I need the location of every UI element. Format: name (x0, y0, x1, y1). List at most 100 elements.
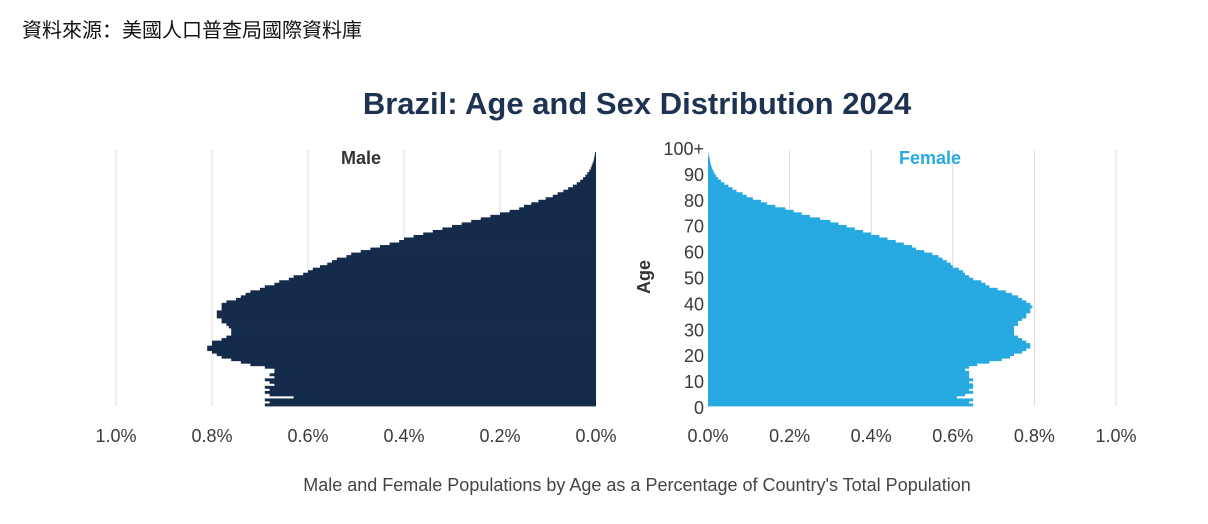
male-bar-age-62 (370, 247, 596, 251)
chart-title: Brazil: Age and Sex Distribution 2024 (363, 86, 912, 121)
female-bar-age-42 (708, 297, 1023, 301)
male-bar-age-78 (519, 207, 596, 211)
male-bar-age-61 (360, 250, 596, 253)
female-bar-age-17 (708, 360, 990, 364)
male-bar-age-65 (399, 240, 596, 243)
male-bar-age-26 (221, 338, 596, 342)
male-bar-age-10 (264, 378, 596, 382)
female-bar-age-21 (708, 350, 1023, 354)
y-tick-label: 100+ (663, 139, 704, 159)
female-bar-age-76 (708, 212, 802, 216)
male-bar-age-64 (389, 242, 596, 246)
female-bar-age-81 (708, 199, 762, 203)
male-bar-age-8 (274, 383, 596, 387)
female-bar-age-70 (708, 227, 855, 231)
female-bar-age-52 (708, 272, 966, 276)
male-bar-age-71 (452, 224, 596, 228)
female-x-tick-label: 0.4% (851, 426, 892, 446)
male-bar-age-31 (228, 325, 597, 329)
male-bar-age-76 (500, 212, 596, 216)
male-bar-age-57 (332, 260, 596, 264)
female-bar-age-90 (708, 177, 719, 181)
female-bar-age-75 (708, 214, 810, 218)
male-bar-age-67 (413, 234, 596, 238)
female-bar-age-41 (708, 300, 1027, 304)
male-bar-age-9 (269, 380, 596, 384)
male-bar-age-28 (231, 333, 596, 336)
female-bar-age-38 (708, 307, 1031, 311)
female-bar-age-16 (708, 363, 978, 367)
female-bar-age-98 (708, 157, 710, 160)
male-x-tick-label: 0.4% (383, 426, 424, 446)
male-bar-age-59 (346, 255, 596, 259)
male-bar-age-22 (207, 348, 596, 352)
male-bar-age-92 (587, 172, 596, 176)
female-bar-age-85 (708, 189, 737, 193)
male-bar-age-70 (442, 227, 596, 231)
male-bar-age-35 (216, 315, 597, 319)
female-bar-age-88 (708, 182, 725, 186)
female-bar-age-92 (708, 172, 715, 176)
male-bar-age-25 (212, 340, 596, 344)
y-tick-label: 70 (684, 217, 704, 237)
female-bar-age-36 (708, 312, 1027, 316)
y-tick-label: 10 (684, 372, 704, 392)
male-x-tick-label: 0.2% (479, 426, 520, 446)
y-tick-label: 20 (684, 346, 704, 366)
male-bar-age-45 (250, 290, 596, 294)
female-bar-age-20 (708, 353, 1014, 357)
male-bar-age-68 (423, 232, 596, 236)
male-bar-age-82 (545, 197, 596, 201)
male-bar-age-16 (250, 363, 596, 367)
female-bar-age-8 (708, 383, 974, 387)
male-bar-age-6 (269, 388, 596, 392)
male-bar-age-50 (288, 277, 596, 281)
female-bar-age-24 (708, 343, 1031, 347)
male-bar-age-11 (274, 375, 596, 379)
male-bar-age-54 (312, 267, 596, 271)
female-x-tick-label: 0.0% (687, 426, 728, 446)
male-bar-age-33 (221, 320, 596, 324)
female-bar-age-12 (708, 373, 970, 377)
female-bar-age-83 (708, 194, 747, 198)
male-bar-age-38 (221, 307, 596, 311)
male-bar-age-58 (336, 257, 596, 261)
male-bar-age-95 (591, 164, 596, 168)
male-x-tick-label: 0.8% (191, 426, 232, 446)
female-bar-age-53 (708, 270, 963, 274)
male-bar-age-60 (351, 252, 596, 256)
male-bar-age-51 (293, 275, 596, 279)
male-bar-age-2 (264, 398, 596, 402)
female-bar-age-64 (708, 242, 904, 246)
female-bar-age-93 (708, 169, 714, 173)
male-bar-age-21 (212, 350, 596, 354)
male-bar-age-0 (264, 403, 596, 407)
source-note: 資料來源：美國人口普查局國際資料庫 (22, 18, 362, 42)
male-bar-age-86 (568, 187, 596, 191)
female-bar-age-54 (708, 267, 959, 271)
male-bar-age-72 (461, 222, 596, 226)
female-bar-age-96 (708, 162, 711, 165)
male-bar-age-44 (245, 292, 596, 296)
y-tick-label: 60 (684, 243, 704, 263)
male-bar-age-36 (216, 312, 597, 316)
male-bar-age-13 (274, 370, 596, 374)
male-bar-age-39 (221, 305, 596, 309)
female-bar-age-10 (708, 378, 974, 382)
female-x-tick-label: 0.2% (769, 426, 810, 446)
male-bar-age-89 (580, 179, 596, 183)
female-bar-age-9 (708, 380, 970, 384)
female-bar-age-58 (708, 257, 943, 261)
female-bar-age-62 (708, 247, 917, 251)
male-bar-age-53 (308, 270, 596, 274)
male-bar-age-37 (216, 310, 597, 314)
male-bar-age-24 (212, 343, 596, 347)
female-bar-age-0 (708, 403, 974, 407)
male-bar-age-69 (432, 229, 596, 233)
female-bar-age-13 (708, 370, 970, 374)
male-bar-age-66 (404, 237, 596, 241)
male-x-tick-label: 1.0% (95, 426, 136, 446)
male-bar-age-97 (593, 159, 596, 163)
female-bar-age-18 (708, 358, 1002, 362)
female-bar-age-2 (708, 398, 974, 402)
